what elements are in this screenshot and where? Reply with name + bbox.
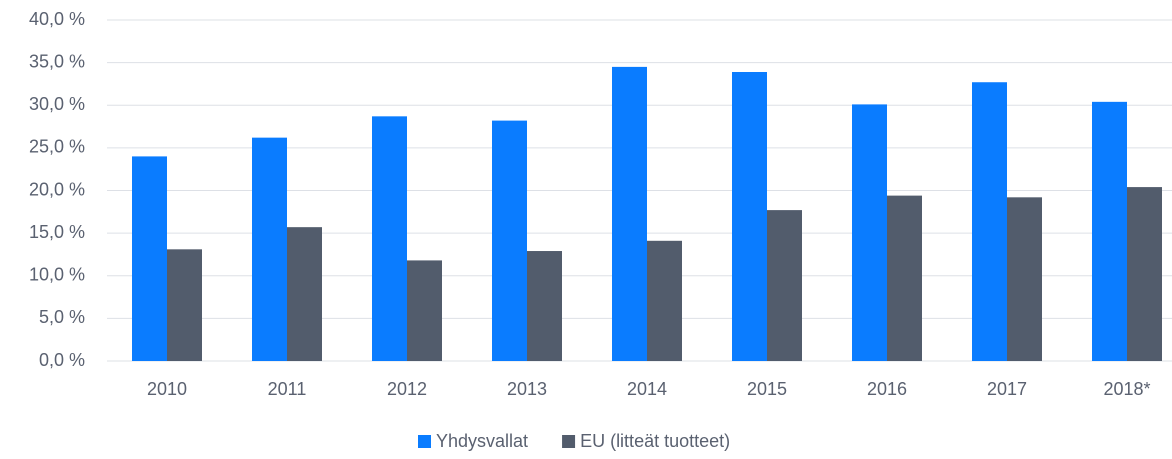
x-tick-label: 2010	[147, 379, 187, 399]
y-tick-label: 15,0 %	[29, 222, 85, 242]
bar	[492, 120, 527, 361]
bar	[887, 195, 922, 361]
bar	[527, 251, 562, 361]
bar	[612, 66, 647, 361]
legend-swatch	[418, 435, 431, 448]
x-tick-label: 2011	[268, 379, 307, 399]
y-tick-label: 30,0 %	[29, 94, 85, 114]
legend-label: EU (litteät tuotteet)	[580, 431, 730, 451]
bar	[972, 82, 1007, 362]
bar	[372, 116, 407, 362]
bar	[407, 260, 442, 361]
y-tick-label: 40,0 %	[29, 9, 85, 29]
y-tick-label: 0,0 %	[39, 350, 85, 370]
y-tick-label: 35,0 %	[29, 51, 85, 71]
y-tick-label: 5,0 %	[39, 307, 85, 327]
y-tick-label: 10,0 %	[29, 265, 85, 285]
x-tick-label: 2017	[987, 379, 1027, 399]
bar	[767, 210, 802, 361]
x-tick-label: 2014	[627, 379, 667, 399]
x-tick-label: 2013	[507, 379, 547, 399]
bar	[252, 137, 287, 361]
y-tick-label: 25,0 %	[29, 137, 85, 157]
bar	[1007, 197, 1042, 361]
bar	[287, 227, 322, 361]
legend-label: Yhdysvallat	[436, 431, 528, 451]
x-tick-label: 2015	[747, 379, 787, 399]
x-tick-label: 2016	[867, 379, 907, 399]
bar	[167, 249, 202, 361]
bar	[132, 156, 167, 361]
legend-swatch	[562, 435, 576, 448]
x-tick-label: 2012	[387, 379, 427, 399]
y-tick-label: 20,0 %	[29, 179, 85, 199]
x-tick-label: 2018*	[1103, 379, 1150, 399]
bar	[732, 72, 767, 361]
bar	[852, 104, 887, 362]
bar	[1092, 101, 1127, 361]
bar	[1127, 187, 1162, 361]
bar	[647, 240, 682, 361]
